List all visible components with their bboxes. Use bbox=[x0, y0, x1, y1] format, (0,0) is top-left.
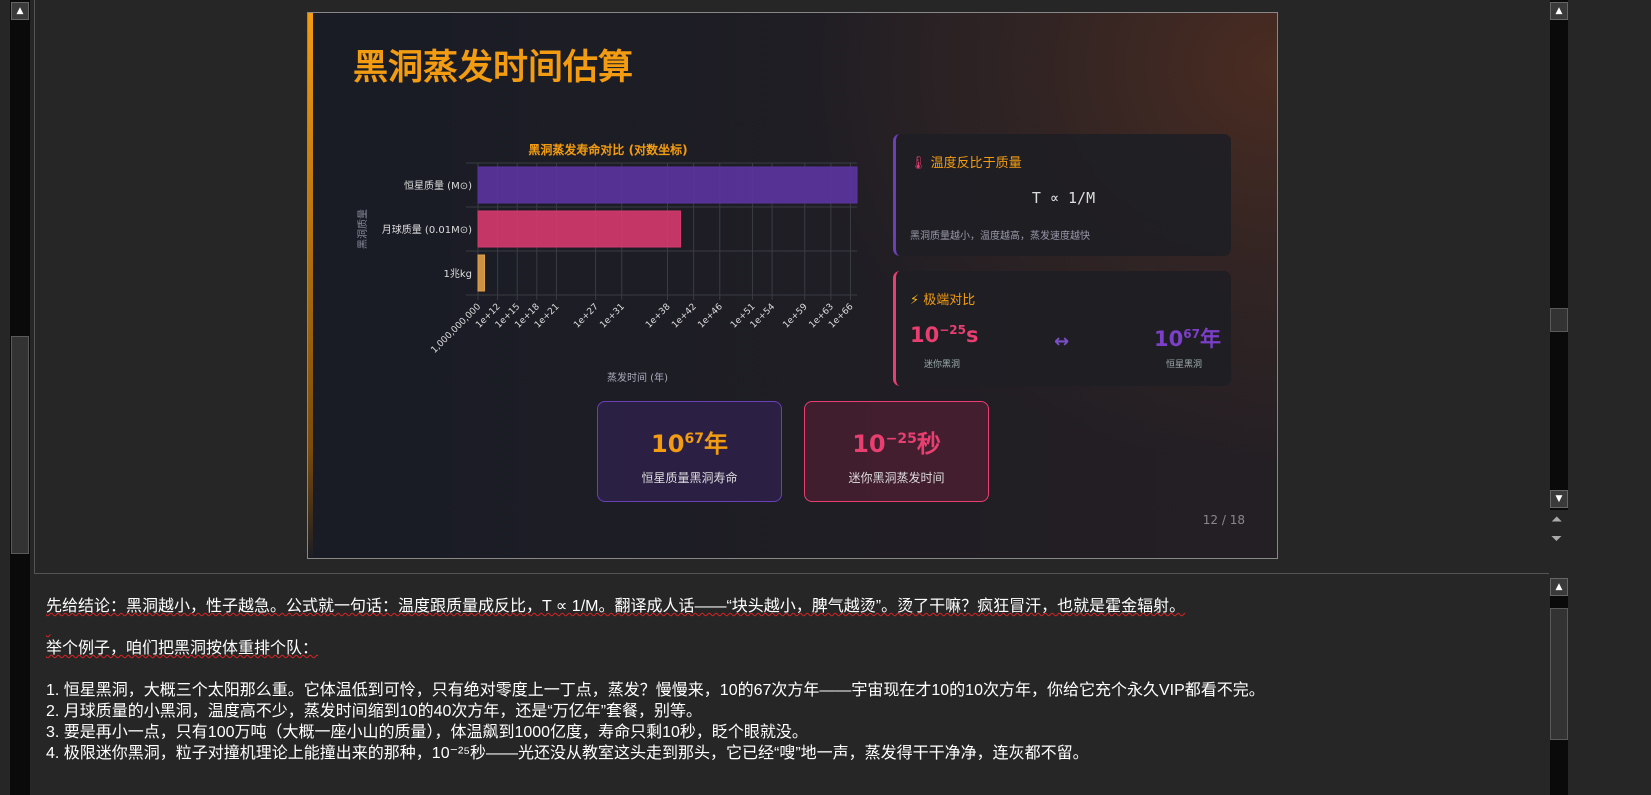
lightning-icon: ⚡ bbox=[910, 293, 920, 308]
temperature-card: 🌡 温度反比于质量 T ∝ 1/M 黑洞质量越小，温度越高，蒸发速度越快 bbox=[893, 134, 1231, 256]
next-slide-icon[interactable]: ⏷ bbox=[1551, 531, 1563, 547]
stellar-blackhole-value: 1067年 bbox=[1154, 327, 1221, 351]
mini-evaporation-stat: 10−25秒 迷你黑洞蒸发时间 bbox=[804, 401, 989, 502]
slide-title: 黑洞蒸发时间估算 bbox=[353, 48, 634, 88]
notes-line bbox=[46, 659, 1541, 680]
speaker-notes[interactable]: 先给结论：黑洞越小，性子越急。公式就一句话：温度跟质量成反比，T ∝ 1/M。翻… bbox=[46, 596, 1541, 764]
notes-line: 2. 月球质量的小黑洞，温度高不少，蒸发时间缩到10的40次方年，还是“万亿年”… bbox=[46, 703, 703, 720]
pane-divider bbox=[34, 0, 35, 574]
x-tick-label: 1e+31 bbox=[598, 302, 626, 330]
notes-line: 1. 恒星黑洞，大概三个太阳那么重。它体温低到可怜，只有绝对零度上一丁点，蒸发？… bbox=[46, 682, 1265, 699]
scroll-up-button[interactable]: ▲ bbox=[11, 2, 29, 20]
scroll-down-button[interactable]: ▼ bbox=[1550, 490, 1568, 508]
extreme-comparison-card: ⚡ 极端对比 10−25s 迷你黑洞 ↔ 1067年 恒星黑洞 bbox=[893, 271, 1231, 386]
y-axis-label: 黑洞质量 bbox=[357, 209, 369, 249]
y-tick-label: 1兆kg bbox=[443, 268, 472, 280]
mini-blackhole-value: 10−25s bbox=[910, 323, 979, 347]
x-axis-label: 蒸发时间 (年) bbox=[607, 371, 668, 383]
scroll-up-button[interactable]: ▲ bbox=[1550, 2, 1568, 20]
bar bbox=[477, 254, 486, 292]
formula: T ∝ 1/M bbox=[1031, 189, 1096, 207]
previous-slide-icon[interactable]: ⏶ bbox=[1551, 512, 1563, 528]
stat-label: 迷你黑洞蒸发时间 bbox=[848, 471, 945, 485]
bar bbox=[477, 166, 858, 204]
slide-canvas[interactable]: 黑洞蒸发时间估算 黑洞蒸发寿命对比 (对数坐标) 1,000,000,000 1e+… bbox=[307, 12, 1278, 559]
x-tick-label: 1,000,000,000 bbox=[429, 302, 483, 356]
card-description: 黑洞质量越小，温度越高，蒸发速度越快 bbox=[910, 231, 1090, 242]
stat-label: 恒星质量黑洞寿命 bbox=[641, 471, 738, 485]
card-title: 极端对比 bbox=[923, 293, 976, 308]
notes-splitter[interactable] bbox=[34, 573, 1549, 574]
notes-line: 3. 要是再小一点，只有100万吨（大概一座小山的质量），体温飙到1000亿度，… bbox=[46, 724, 808, 741]
bar bbox=[477, 210, 682, 248]
card-title: 温度反比于质量 bbox=[930, 156, 1022, 171]
page-indicator: 12 / 18 bbox=[1202, 513, 1245, 527]
chart-title: 黑洞蒸发寿命对比 (对数坐标) bbox=[528, 142, 687, 157]
y-tick-label: 月球质量 (0.01M⊙) bbox=[382, 223, 472, 236]
mini-blackhole-label: 迷你黑洞 bbox=[924, 360, 961, 370]
thermometer-icon: 🌡 bbox=[910, 156, 927, 171]
x-tick-label: 1e+59 bbox=[781, 302, 810, 331]
scrollbar-thumb[interactable] bbox=[1550, 608, 1568, 740]
notes-line: 先给结论：黑洞越小，性子越急。公式就一句话：温度跟质量成反比，T ∝ 1/M。翻… bbox=[46, 598, 1186, 615]
notes-line: 举个例子，咱们把黑洞按体重排个队： bbox=[46, 640, 319, 657]
x-tick-label: 1e+38 bbox=[644, 302, 673, 331]
notes-line bbox=[46, 617, 1541, 638]
scrollbar-thumb[interactable] bbox=[1550, 308, 1568, 332]
slide-scrollbar[interactable]: ▲ ▼ bbox=[1550, 0, 1568, 510]
notes-line: 4. 极限迷你黑洞，粒子对撞机理论上能撞出来的那种，10⁻²⁵秒——光还没从教室… bbox=[46, 745, 1089, 762]
x-tick-label: 1e+46 bbox=[696, 302, 725, 331]
x-tick-label: 1e+27 bbox=[572, 302, 600, 330]
lifetime-bar-chart: 黑洞蒸发寿命对比 (对数坐标)1,000,000,0001e+121e+151e… bbox=[357, 142, 858, 383]
accent-bar bbox=[308, 13, 313, 558]
double-arrow-icon: ↔ bbox=[1054, 331, 1070, 352]
stellar-blackhole-label: 恒星黑洞 bbox=[1166, 360, 1203, 370]
slide-list-scrollbar[interactable]: ▲ bbox=[10, 0, 30, 795]
notes-scrollbar[interactable]: ▲ bbox=[1550, 578, 1568, 795]
scroll-up-button[interactable]: ▲ bbox=[1550, 578, 1568, 596]
y-tick-label: 恒星质量 (M⊙) bbox=[404, 179, 472, 192]
stellar-lifetime-stat: 1067年 恒星质量黑洞寿命 bbox=[597, 401, 782, 502]
scrollbar-thumb[interactable] bbox=[11, 336, 29, 554]
x-tick-label: 1e+42 bbox=[670, 302, 698, 330]
